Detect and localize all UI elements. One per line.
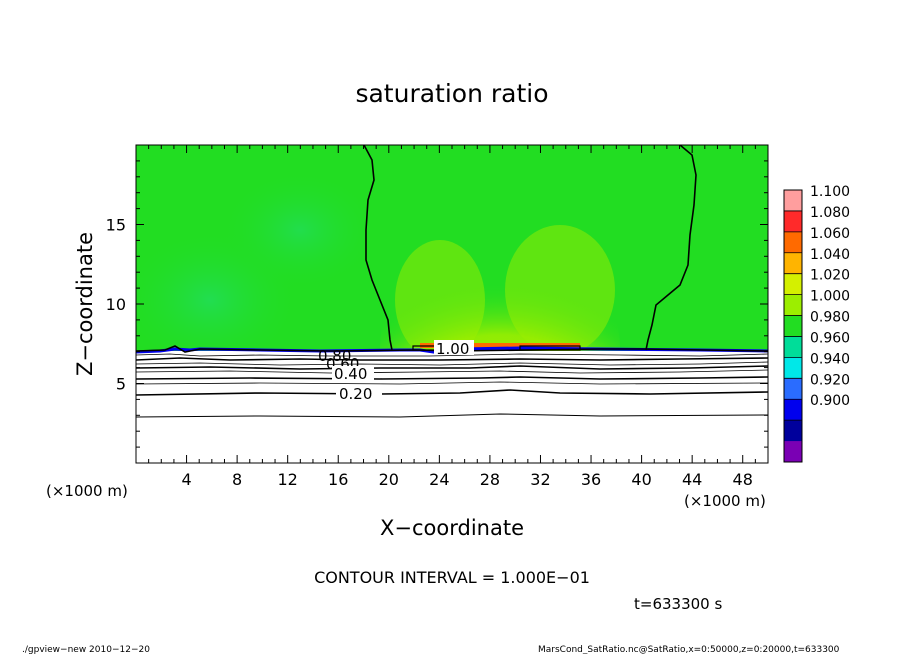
x-tick-label: 32 <box>530 470 550 489</box>
colorbar-cell <box>784 294 802 317</box>
colorbar-cell <box>784 441 802 463</box>
x-unit-left: (×1000 m) <box>46 482 128 500</box>
x-tick-label: 40 <box>631 470 651 489</box>
x-tick-label: 24 <box>429 470 449 489</box>
chart-title: saturation ratio <box>355 79 548 108</box>
colorbar-cell <box>784 315 802 337</box>
contour-line-070 <box>136 361 768 366</box>
x-tick-label: 28 <box>480 470 500 489</box>
y-tick-label: 5 <box>116 375 126 394</box>
x-tick-label: 8 <box>232 470 242 489</box>
x-tick-label: 36 <box>581 470 601 489</box>
colorbar-cell <box>784 336 802 358</box>
colorbar-cell <box>784 357 802 379</box>
colorbar-frame <box>783 189 803 463</box>
x-tick-label: 12 <box>278 470 298 489</box>
contour-label-bg <box>434 340 474 355</box>
y-tick-label: 10 <box>106 295 126 314</box>
colorbar-label: 1.100 <box>810 184 850 200</box>
x-tick-label: 48 <box>733 470 753 489</box>
x-tick-label: 4 <box>181 470 191 489</box>
colorbar-cell <box>784 252 802 275</box>
x-unit-right: (×1000 m) <box>684 492 766 510</box>
x-tick-label: 20 <box>379 470 399 489</box>
y-tick-label: 15 <box>106 216 126 235</box>
contour-line-100-left <box>363 145 393 351</box>
y-axis: 5 10 15 <box>106 160 768 448</box>
contour-line-100 <box>136 345 768 353</box>
warm-patch <box>505 225 615 355</box>
contour-line-020 <box>136 389 768 396</box>
colorbar-cell <box>784 231 802 254</box>
colorbar-label: 0.940 <box>810 351 850 367</box>
contour-line-040 <box>136 376 768 380</box>
x-tick-label: 16 <box>328 470 348 489</box>
contour-label-080: 0.80 <box>318 347 351 365</box>
x-axis: 4 8 12 16 20 24 28 32 36 40 44 48 <box>148 145 756 489</box>
dry-layer <box>136 351 768 463</box>
contour-label-040: 0.40 <box>334 365 367 383</box>
contour-line-050 <box>136 369 768 374</box>
x-axis-label: X−coordinate <box>380 516 524 540</box>
colorbar-label: 1.040 <box>810 247 850 263</box>
colorbar-label: 1.060 <box>810 226 850 242</box>
x-tick-label: 44 <box>682 470 702 489</box>
contour-label-020: 0.20 <box>339 385 372 403</box>
colorbar: 1.100 1.080 1.060 1.040 1.020 1.000 0.980 0.960… <box>783 184 850 463</box>
colorbar-label: 1.000 <box>810 289 850 305</box>
colorbar-cell <box>784 420 802 442</box>
y-axis-label: Z−coordinate <box>73 232 97 376</box>
plot-area: 1.00 0.80 0.60 0.40 0.20 <box>136 145 768 463</box>
colorbar-cell <box>784 399 802 421</box>
contour-labels: 1.00 0.80 0.60 0.40 0.20 <box>318 340 474 403</box>
contour-line-080 <box>136 357 768 361</box>
colorbar-label: 0.980 <box>810 310 850 326</box>
contour-interval: CONTOUR INTERVAL = 1.000E−01 <box>314 568 590 587</box>
colorbar-label: 0.960 <box>810 330 850 346</box>
colorbar-label: 0.920 <box>810 372 850 388</box>
colorbar-label: 1.020 <box>810 268 850 284</box>
hot-strip <box>420 343 580 348</box>
footer-right: MarsCond_SatRatio.nc@SatRatio,x=0:50000,… <box>538 645 840 654</box>
contour-label-bg <box>336 386 382 401</box>
time-label: t=633300 s <box>634 595 722 613</box>
contour-line-010 <box>136 413 768 418</box>
colorbar-label: 1.080 <box>810 205 850 221</box>
cool-patch <box>220 170 380 290</box>
contour-line-box <box>519 345 581 351</box>
colorbar-cell <box>784 210 802 233</box>
contour-label-100: 1.00 <box>436 340 469 358</box>
colorbar-cell <box>784 273 802 296</box>
contour-line-030 <box>136 381 768 385</box>
contour-line-100-right <box>645 145 697 351</box>
colorbar-cell <box>784 378 802 400</box>
contour-line-090 <box>136 353 768 357</box>
footer-left: ./gpview−new 2010−12−20 <box>22 645 150 654</box>
colorbar-label: 0.900 <box>810 393 850 409</box>
contour-line-060 <box>136 365 768 370</box>
contour-label-bg <box>332 366 374 381</box>
warm-patch <box>395 240 485 360</box>
colorbar-cell <box>784 190 802 212</box>
